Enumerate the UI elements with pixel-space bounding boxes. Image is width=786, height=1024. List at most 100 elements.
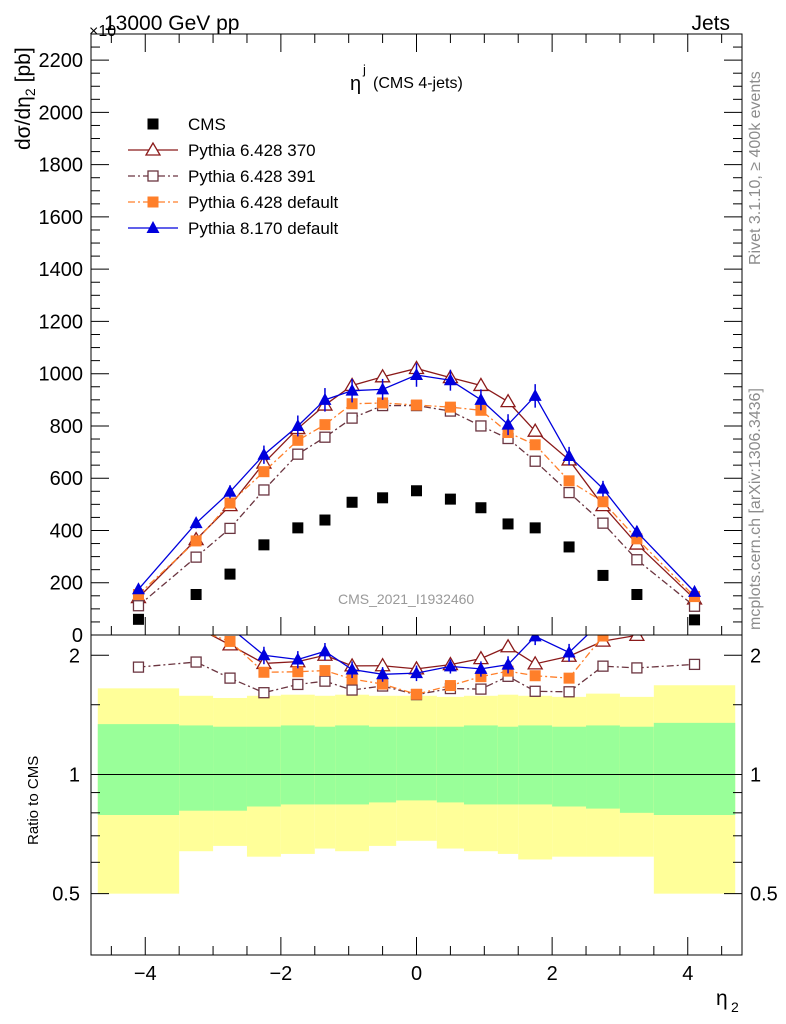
- data-point: [411, 485, 422, 497]
- ratio-band-inner: [436, 726, 464, 803]
- legend-label: Pythia 6.428 391: [188, 167, 316, 186]
- ratio-point: [224, 635, 236, 647]
- ratio-band-inner: [653, 722, 736, 815]
- ratio-band-inner: [619, 726, 654, 813]
- data-point: [291, 418, 305, 431]
- legend-entry-pythia-6-428-default: Pythia 6.428 default: [128, 193, 339, 212]
- series-cms: [132, 485, 701, 626]
- data-point: [258, 466, 270, 478]
- ratio-point: [292, 678, 304, 691]
- legend-marker: [144, 141, 162, 156]
- series-line-pythia-6-428-391: [138, 404, 695, 607]
- data-point: [502, 518, 514, 530]
- ratio-point: [501, 657, 515, 670]
- ratio-uncertainty-bands: [91, 685, 742, 894]
- ratio-tick-label: 0.5: [52, 884, 80, 906]
- data-point: [224, 522, 236, 535]
- legend-label: CMS: [188, 115, 226, 134]
- data-point: [257, 447, 271, 460]
- ratio-tick-label: 2: [69, 645, 80, 667]
- y-tick-label: 1000: [39, 364, 84, 386]
- y-tick-label: 2200: [39, 50, 84, 72]
- data-point: [444, 401, 456, 413]
- ratio-line-pythia-6-428-default: [209, 635, 609, 695]
- ratio-point: [319, 665, 331, 677]
- data-point: [411, 399, 422, 411]
- data-point: [223, 484, 237, 497]
- data-point: [563, 486, 575, 499]
- ratio-point: [597, 660, 609, 672]
- legend: CMS Pythia 6.428 370 Pythia 6.428 391 Pythi…: [128, 115, 339, 238]
- data-point: [563, 541, 575, 553]
- ratio-band-inner: [335, 725, 370, 805]
- ylabel-main: dσ/dη: [12, 96, 35, 150]
- xlabel-main: η: [716, 987, 728, 1010]
- ratio-tick-label-right: 1: [750, 764, 761, 786]
- ratio-band-inner: [369, 726, 397, 803]
- data-point: [597, 569, 609, 581]
- data-point: [377, 492, 389, 504]
- legend-entry-cms: CMS: [147, 115, 226, 134]
- ratio-band-inner: [586, 725, 620, 809]
- data-point: [190, 535, 202, 547]
- data-point: [563, 475, 575, 487]
- ratio-point: [224, 620, 237, 632]
- legend-label: Pythia 6.428 370: [188, 141, 316, 160]
- data-point: [529, 439, 541, 451]
- ratio-band-inner: [463, 725, 498, 805]
- ratio-point: [631, 662, 643, 674]
- data-point: [377, 397, 389, 409]
- y-axis-label: dσ/dη2 [pb]: [12, 47, 38, 150]
- legend-marker: [147, 196, 159, 208]
- ratio-point: [318, 644, 332, 657]
- data-point: [597, 496, 609, 508]
- ratio-point: [411, 688, 422, 700]
- data-point: [224, 568, 236, 580]
- data-point: [630, 524, 644, 537]
- ratio-point: [631, 620, 642, 631]
- y-multiplier: ×10: [89, 23, 116, 40]
- data-point: [597, 517, 609, 529]
- x-tick-label: −2: [269, 963, 292, 985]
- data-point: [319, 431, 331, 443]
- data-point: [689, 614, 701, 626]
- data-point: [318, 392, 332, 405]
- data-point: [443, 373, 457, 386]
- ratio-tick-label-right: 2: [750, 645, 761, 667]
- y-tick-label: 1200: [39, 311, 84, 333]
- data-point: [132, 588, 144, 600]
- legend-label: Pythia 6.428 default: [188, 193, 339, 212]
- data-point: [132, 613, 144, 625]
- ratio-tick-label: 1: [69, 764, 80, 786]
- ratio-point: [132, 661, 145, 673]
- data-point: [258, 484, 270, 496]
- ratio-axis-label: Ratio to CMS: [25, 756, 42, 845]
- ratio-point: [597, 635, 609, 642]
- ratio-series-pythia-8-170-default: [224, 620, 589, 682]
- ratio-series-group: [132, 620, 701, 701]
- series-pythia-6-428-391: [132, 399, 701, 612]
- ratio-point: [190, 656, 202, 668]
- svg-text:dσ/dη2[pb]: dσ/dη2 [pb]: [12, 47, 38, 150]
- legend-entry-pythia-6-428-391: Pythia 6.428 391: [128, 167, 316, 186]
- y-tick-label: 1600: [39, 207, 84, 229]
- data-point: [376, 382, 390, 395]
- ratio-band-inner: [396, 726, 437, 801]
- x-axis-label: η 2: [716, 987, 739, 1015]
- ylabel-unit: [pb]: [12, 47, 35, 82]
- data-point: [410, 368, 423, 381]
- chart-title-main: η: [350, 73, 361, 95]
- ratio-band-inner: [280, 725, 315, 805]
- legend-marker: [147, 170, 159, 182]
- data-point: [319, 419, 331, 431]
- ratio-point: [444, 680, 456, 692]
- axes-group: 0200400600800100012001400160018002000220…: [39, 34, 778, 985]
- y-tick-label: 1800: [39, 155, 84, 177]
- ratio-point: [529, 670, 541, 682]
- data-point: [528, 388, 542, 401]
- ratio-point: [376, 667, 390, 680]
- ratio-band-inner: [518, 725, 553, 805]
- ratio-point: [258, 687, 270, 699]
- data-point: [346, 412, 358, 424]
